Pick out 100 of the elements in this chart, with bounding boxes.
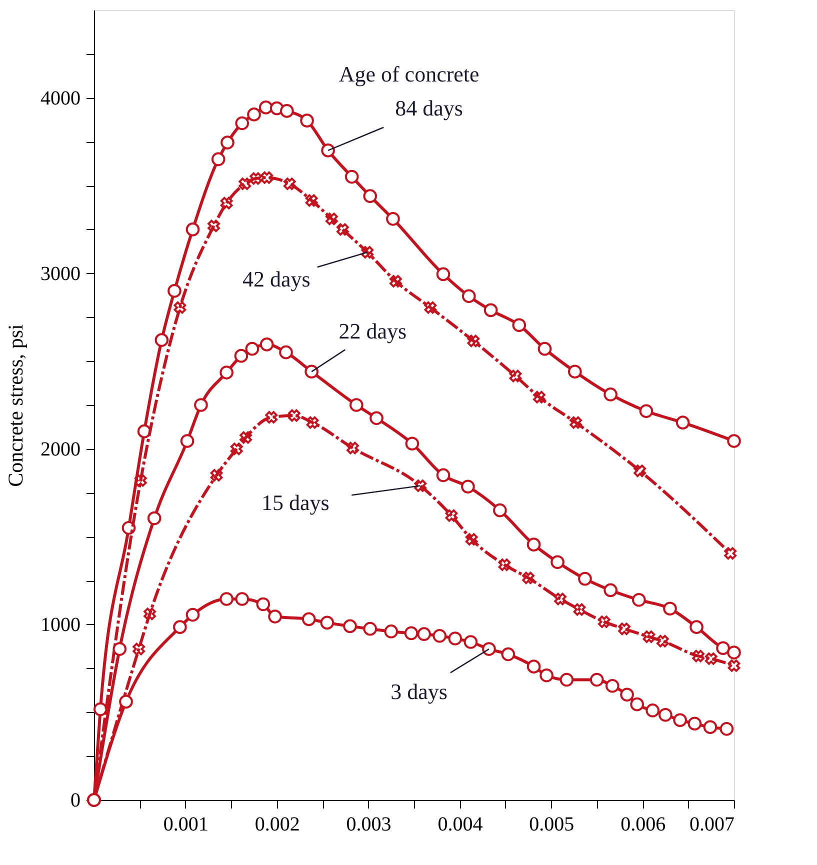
point (436, 468, 450, 482)
y-axis-title: Concrete stress, psi (4, 324, 28, 487)
y-tick-label: 1000 (40, 614, 80, 636)
point (134, 474, 147, 487)
point (498, 558, 511, 571)
point (346, 442, 359, 454)
x-tick-label: 0.001 (163, 814, 208, 836)
point (306, 416, 319, 429)
point (240, 431, 252, 444)
point (370, 411, 384, 426)
point (605, 678, 620, 693)
point (560, 672, 574, 687)
point (405, 436, 420, 451)
point (464, 635, 478, 649)
point (604, 583, 618, 598)
point (484, 303, 498, 318)
point (676, 416, 690, 430)
point (132, 642, 145, 656)
point (632, 592, 646, 607)
point (349, 398, 364, 412)
point (174, 301, 186, 314)
point (512, 318, 526, 332)
point (363, 622, 378, 636)
point (321, 144, 335, 158)
y-tick-label: 2000 (40, 438, 80, 460)
point (727, 434, 741, 448)
point (642, 630, 656, 643)
point (673, 713, 687, 728)
point (194, 398, 208, 412)
x-tick-label: 0.002 (254, 814, 300, 836)
point (462, 289, 476, 304)
point (168, 284, 182, 298)
point (493, 503, 507, 518)
point (522, 572, 534, 584)
point (604, 388, 618, 402)
point (305, 194, 318, 207)
point (727, 646, 741, 660)
point (646, 704, 660, 718)
point (280, 104, 294, 118)
point (154, 333, 169, 347)
point (279, 345, 293, 360)
point (482, 642, 496, 656)
point (343, 619, 357, 634)
point (186, 222, 200, 236)
annotation: 42 days (242, 266, 310, 292)
point (384, 624, 398, 638)
point (465, 533, 478, 546)
point (538, 342, 552, 356)
point (658, 708, 672, 722)
point (618, 622, 630, 636)
point (210, 469, 223, 482)
point (573, 603, 586, 616)
point (390, 275, 402, 288)
point (568, 364, 582, 379)
point (344, 170, 359, 184)
point (634, 464, 646, 478)
point (302, 612, 316, 626)
point (220, 136, 234, 150)
point (326, 212, 338, 226)
point (268, 610, 282, 624)
point (300, 114, 314, 128)
point (235, 592, 250, 606)
point (590, 672, 604, 687)
point (570, 416, 582, 429)
point (432, 628, 447, 643)
point (620, 688, 634, 702)
point (461, 480, 475, 494)
point (716, 641, 730, 656)
point (186, 608, 200, 622)
point (526, 660, 541, 674)
point (180, 434, 194, 448)
point (386, 212, 400, 226)
point (208, 220, 220, 232)
point (688, 716, 702, 731)
point (258, 100, 273, 114)
x-tick-label: 0.007 (690, 814, 734, 836)
point (238, 178, 252, 190)
point (448, 632, 462, 646)
point (320, 616, 334, 630)
point (256, 597, 270, 612)
annotation: 22 days (338, 318, 407, 344)
point (663, 602, 677, 616)
point (728, 660, 740, 672)
annotation: 15 days (261, 490, 330, 515)
point (692, 650, 705, 662)
x-tick-label: 0.005 (529, 814, 574, 836)
point (173, 620, 187, 634)
point (245, 342, 260, 356)
point (144, 608, 156, 620)
point (445, 509, 458, 522)
point (93, 702, 108, 716)
annotation: Age of concrete (338, 61, 480, 86)
x-tick-label: 0.004 (438, 814, 483, 836)
point (630, 697, 644, 712)
x-tick-label: 0.003 (346, 814, 392, 836)
y-tick-label: 3000 (40, 262, 80, 285)
point (533, 390, 546, 404)
point (550, 555, 564, 570)
point (414, 480, 427, 492)
point (417, 627, 431, 642)
